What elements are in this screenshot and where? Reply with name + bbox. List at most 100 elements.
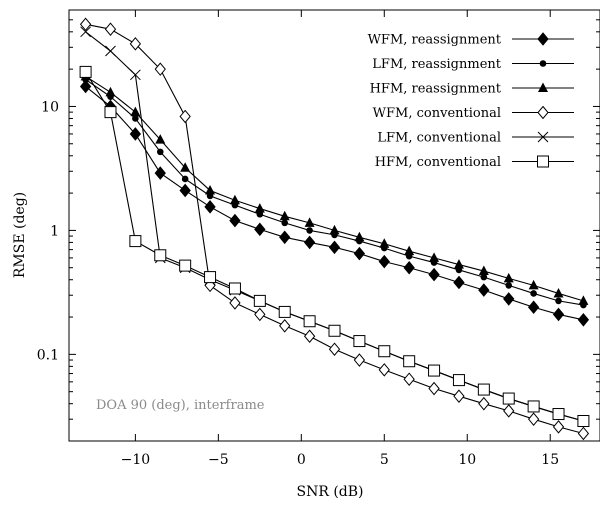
data-point <box>179 109 191 124</box>
series-3 <box>79 17 590 441</box>
x-axis-label: SNR (dB) <box>296 484 363 500</box>
tick-layer: −10 −5 0 5 10 15 0.1 1 10 <box>37 9 600 468</box>
data-point <box>279 230 291 245</box>
data-point <box>154 249 167 262</box>
data-point <box>530 290 537 297</box>
data-point <box>130 69 141 81</box>
data-point <box>303 329 316 344</box>
data-point <box>228 282 241 295</box>
marker-stroke <box>537 131 549 143</box>
series-2 <box>80 70 589 305</box>
legend-marker <box>539 60 547 67</box>
y-tick-label: 1 <box>50 223 59 239</box>
data-point <box>328 240 341 255</box>
data-point <box>179 183 191 198</box>
data-point <box>304 217 315 227</box>
legend: WFM, reassignment LFM, reassignment HFM, r… <box>368 32 574 170</box>
data-point <box>577 426 590 441</box>
data-point <box>229 194 240 205</box>
data-point <box>527 400 540 413</box>
series-1 <box>82 76 587 309</box>
series-layer <box>79 17 590 441</box>
legend-entry: WFM, reassignment <box>368 32 574 48</box>
legend-marker <box>537 155 549 168</box>
series-5 <box>79 65 590 427</box>
data-point <box>129 127 142 141</box>
data-point <box>156 148 164 156</box>
data-point <box>154 166 166 180</box>
data-point <box>503 404 515 418</box>
data-point <box>278 305 291 318</box>
data-point <box>552 408 565 421</box>
legend-marker <box>538 82 548 92</box>
data-point <box>303 235 316 250</box>
data-point <box>253 294 266 307</box>
data-point <box>279 319 291 333</box>
legend-label: LFM, conventional <box>377 131 501 146</box>
data-point <box>403 355 416 368</box>
data-point <box>254 222 266 237</box>
y-tick-label: 0.1 <box>37 347 59 363</box>
data-point <box>477 383 490 396</box>
data-point <box>353 353 366 367</box>
data-point <box>254 307 266 322</box>
legend-marker <box>537 131 549 143</box>
data-point <box>502 392 515 405</box>
legend-entry: LFM, reassignment <box>372 57 574 72</box>
plot-border <box>68 9 600 442</box>
data-point <box>328 342 341 357</box>
data-point <box>204 271 217 284</box>
data-point <box>577 414 590 427</box>
series-line <box>85 79 584 306</box>
data-point <box>105 45 116 57</box>
data-point <box>254 203 265 213</box>
chart-annotation: DOA 90 (deg), interframe <box>96 398 265 413</box>
x-tick-label: −10 <box>121 452 151 468</box>
data-point <box>205 184 216 195</box>
x-tick-label: 5 <box>380 452 389 468</box>
legend-label: HFM, conventional <box>375 155 501 170</box>
data-point <box>404 245 415 256</box>
data-point <box>204 200 216 214</box>
legend-label: WFM, reassignment <box>368 33 502 48</box>
legend-entry: LFM, conventional <box>377 131 574 146</box>
data-point <box>527 300 540 315</box>
data-point <box>378 345 391 358</box>
data-point <box>281 219 289 227</box>
data-point <box>229 213 241 228</box>
legend-marker <box>537 105 549 120</box>
data-point <box>403 260 415 275</box>
data-point <box>104 22 117 36</box>
x-tick-label: 10 <box>458 452 476 468</box>
data-point <box>552 420 565 434</box>
marker-stroke <box>80 26 91 38</box>
legend-entry: HFM, reassignment <box>370 82 574 97</box>
data-point <box>79 17 92 32</box>
data-point <box>180 162 191 172</box>
data-point <box>132 115 139 122</box>
data-point <box>353 246 366 261</box>
data-point <box>104 106 117 119</box>
data-point <box>306 227 313 234</box>
data-point <box>378 363 390 377</box>
series-line <box>85 75 584 302</box>
data-point <box>428 381 440 396</box>
data-point <box>403 372 415 387</box>
legend-label: LFM, reassignment <box>372 57 501 72</box>
data-point <box>552 307 565 322</box>
y-axis-label: RMSE (deg) <box>12 192 28 278</box>
data-point <box>478 283 490 297</box>
data-point <box>528 279 539 290</box>
data-point <box>154 62 166 76</box>
x-tick-label: 15 <box>541 452 559 468</box>
data-point <box>379 238 390 248</box>
data-point <box>578 295 589 305</box>
data-point <box>79 79 92 94</box>
series-0 <box>79 79 590 327</box>
data-point <box>555 297 562 305</box>
plot-frame <box>68 9 600 442</box>
marker-stroke <box>130 69 141 81</box>
data-point <box>129 235 142 248</box>
data-point <box>354 231 365 242</box>
